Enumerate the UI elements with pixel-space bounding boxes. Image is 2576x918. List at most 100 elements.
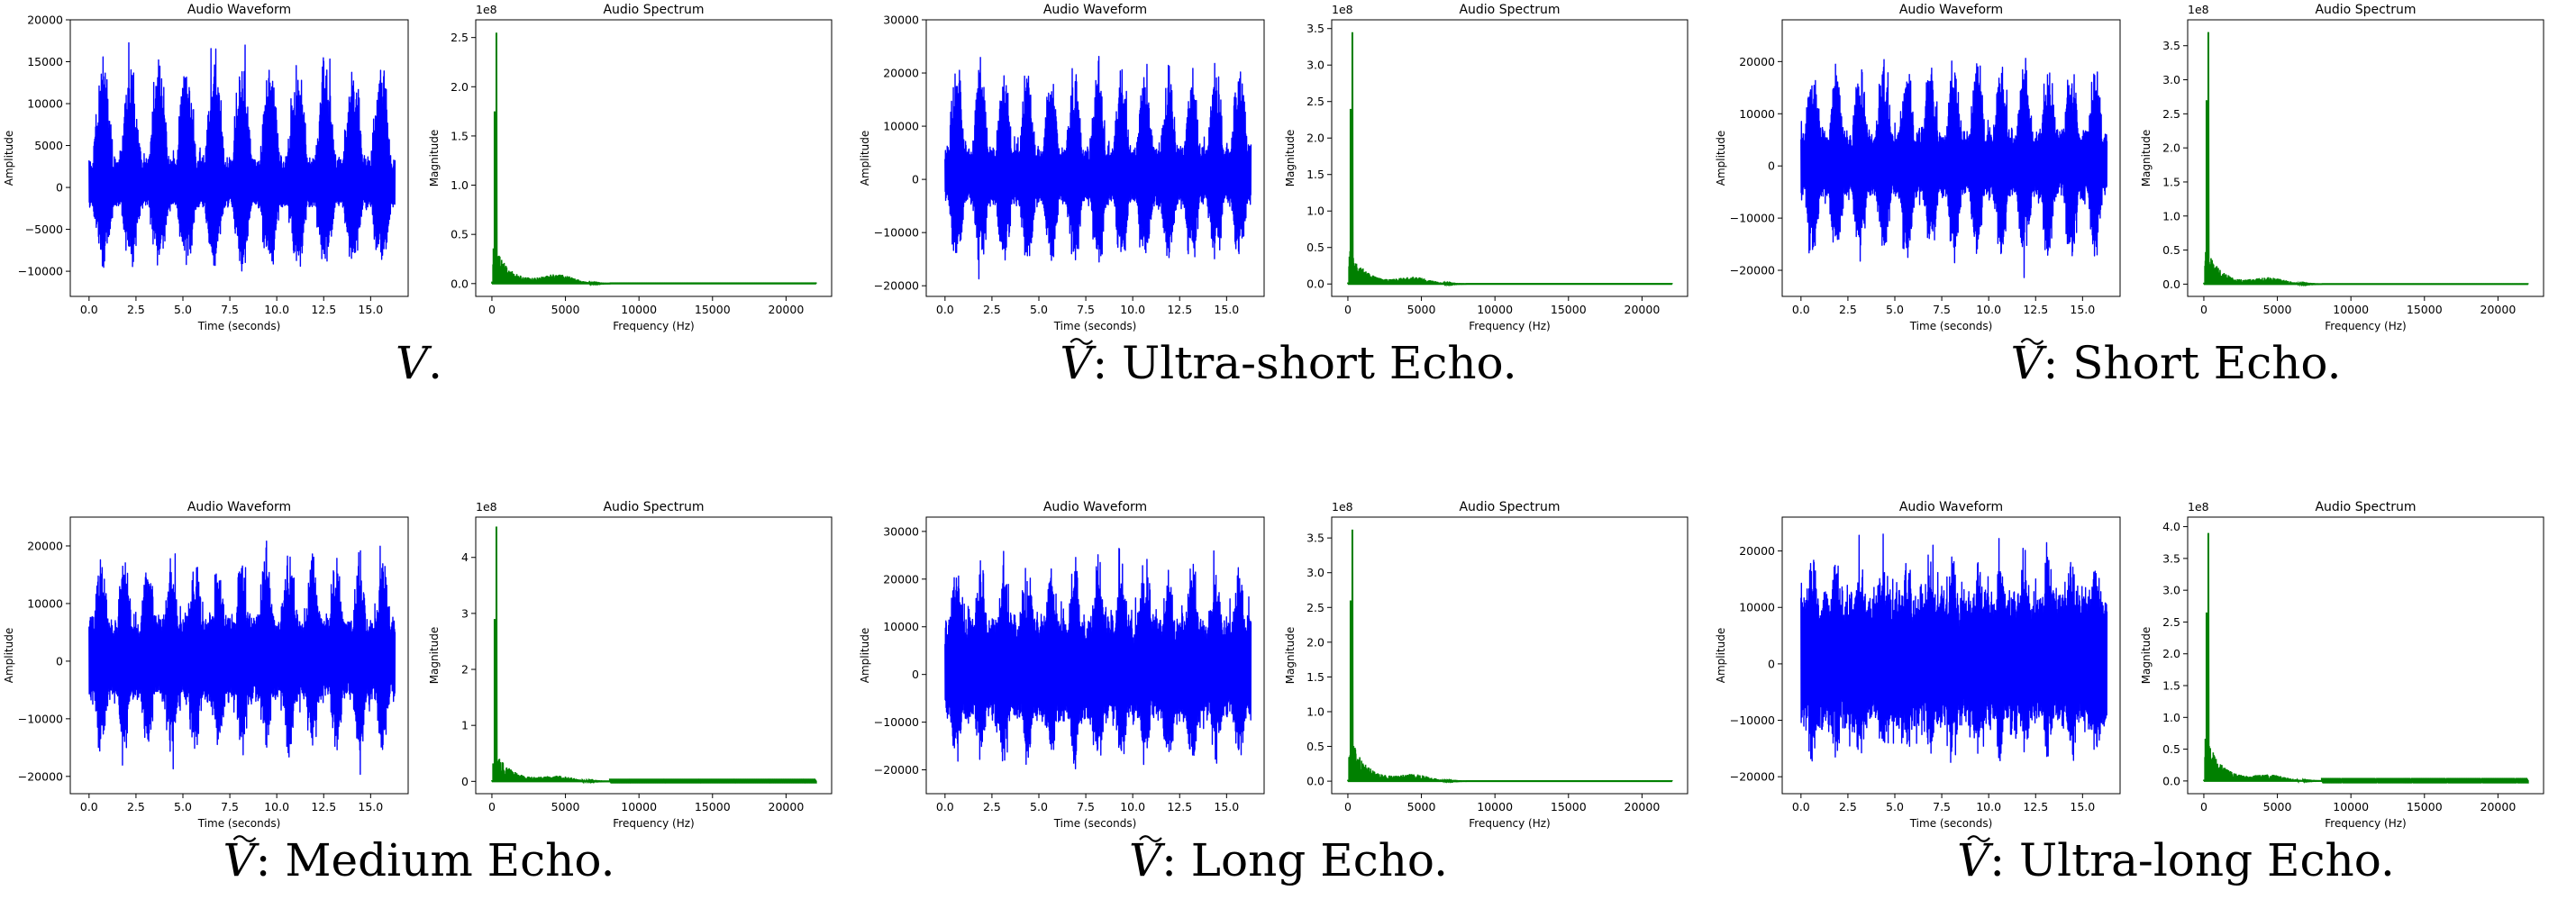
waveform-xtick-label: 7.5 [221,800,239,813]
spectrum-series-line [1347,32,1673,287]
waveform-xtick-label: 10.0 [264,303,289,316]
spectrum-ytick-label: 3.0 [2162,73,2180,86]
waveform-ylabel: Amplitude [1715,131,1727,186]
waveform-xtick-label: 15.0 [358,303,383,316]
caption-text: : Medium Echo. [256,834,615,886]
spectrum-xtick-label: 10000 [1477,800,1513,813]
waveform-ytick-label: 20000 [883,572,919,586]
spectrum-xtick-label: 5000 [2263,303,2292,316]
spectrum-xtick-label: 0 [1344,303,1352,316]
spectrum-title: Audio Spectrum [2315,3,2416,17]
spectrum-offset-label: 1e8 [2188,3,2209,16]
spectrum-ytick-label: 3.5 [2162,39,2180,52]
waveform-xlabel: Time (seconds) [1909,817,1993,830]
waveform-xlabel: Time (seconds) [1053,817,1137,830]
spectrum-xtick-label: 5000 [1407,800,1436,813]
waveform-xlabel: Time (seconds) [1909,320,1993,332]
spectrum-xtick-label: 0 [488,800,496,813]
spectrum-ytick-label: 2 [461,663,469,677]
spectrum-ytick-label: 2.5 [2162,615,2180,629]
waveform-ytick-label: 10000 [883,620,919,633]
waveform-axes-frame [69,516,409,795]
spectrum-xtick-label: 0 [1344,800,1352,813]
spectrum-title: Audio Spectrum [603,500,704,514]
spectrum-xtick-label: 5000 [2263,800,2292,813]
spectrum-title: Audio Spectrum [603,3,704,17]
caption-symbol: V [2010,337,2047,389]
spectrum-ytick-label: 3.5 [1306,22,1324,35]
waveform-series-line [1800,58,2108,278]
spectrum-xlabel: Frequency (Hz) [1469,817,1551,830]
spectrum-ytick-label: 0.0 [1306,775,1324,788]
panel-caption: V: Short Echo. [2010,337,2341,389]
waveform-title: Audio Waveform [187,500,291,514]
waveform-ytick-label: 5000 [34,139,63,152]
spectrum-ytick-label: 2.5 [1306,601,1324,614]
waveform-xtick-label: 12.5 [311,800,336,813]
caption-tilde [1070,338,1094,345]
spectrum-ytick-label: 1.0 [2162,209,2180,223]
waveform-axes-frame [1781,516,2121,795]
spectrum-xtick-label: 20000 [2480,800,2517,813]
spectrum-ytick-label: 2.0 [2162,647,2180,660]
spectrum-offset-label: 1e8 [476,500,497,514]
caption-text: . [428,337,442,389]
panel-caption: V: Medium Echo. [223,834,615,886]
spectrum-ytick-label: 1.5 [451,129,469,142]
waveform-axes-frame [69,19,409,297]
spectrum-ytick-label: 4.0 [2162,520,2180,533]
waveform-ytick-label: 10000 [27,97,63,111]
spectrum-ytick-label: 1.5 [2162,679,2180,693]
panel-caption: V: Ultra-short Echo. [1060,337,1516,389]
waveform-xtick-label: 15.0 [358,800,383,813]
spectrum-ytick-label: 0.5 [2162,742,2180,756]
waveform-ytick-label: −10000 [1730,212,1775,225]
spectrum-offset-label: 1e8 [1332,3,1353,16]
spectrum-ylabel: Magnitude [428,627,441,685]
spectrum-xtick-label: 10000 [1477,303,1513,316]
waveform-xtick-label: 2.5 [983,800,1001,813]
panel-caption: V: Ultra-long Echo. [1957,834,2395,886]
waveform-xtick-label: 0.0 [936,800,954,813]
spectrum-ytick-label: 2.0 [1306,132,1324,145]
waveform-ytick-label: −20000 [874,279,919,293]
waveform-title: Audio Waveform [1043,500,1147,514]
spectrum-ytick-label: 1.0 [2162,711,2180,724]
waveform-xtick-label: 2.5 [983,303,1001,316]
spectrum-ytick-label: 3.0 [2162,584,2180,597]
waveform-ytick-label: −10000 [18,712,63,725]
waveform-ytick-label: −20000 [1730,770,1775,784]
caption-text: : Ultra-short Echo. [1092,337,1516,389]
waveform-xtick-label: 2.5 [1839,303,1857,316]
spectrum-xlabel: Frequency (Hz) [1469,320,1551,332]
waveform-xtick-label: 7.5 [1933,800,1951,813]
waveform-title: Audio Waveform [1899,500,2003,514]
spectrum-xtick-label: 10000 [621,800,657,813]
spectrum-series-line [2203,532,2529,784]
spectrum-ytick-label: 4 [461,550,469,564]
waveform-ytick-label: 0 [56,654,63,668]
spectrum-xlabel: Frequency (Hz) [2325,320,2407,332]
spectrum-ytick-label: 1 [461,719,469,732]
spectrum-ylabel: Magnitude [2140,130,2153,187]
waveform-xlabel: Time (seconds) [197,320,281,332]
waveform-xlabel: Time (seconds) [197,817,281,830]
caption-symbol: V [1060,337,1097,389]
waveform-ylabel: Amplitude [3,628,15,684]
waveform-ytick-label: −20000 [874,763,919,777]
waveform-ytick-label: 0 [912,668,919,681]
waveform-ylabel: Amplitude [859,131,871,186]
waveform-ytick-label: 30000 [883,14,919,27]
waveform-ytick-label: 20000 [1739,55,1775,68]
spectrum-axes-frame [475,19,833,297]
waveform-axes-frame [925,516,1265,795]
waveform-xlabel: Time (seconds) [1053,320,1137,332]
waveform-ytick-label: −20000 [1730,264,1775,277]
waveform-xtick-label: 0.0 [1792,303,1810,316]
waveform-xtick-label: 7.5 [1933,303,1951,316]
spectrum-series-line [491,526,817,785]
caption-tilde [232,835,257,842]
waveform-ytick-label: −10000 [874,226,919,240]
spectrum-ytick-label: 3.0 [1306,566,1324,579]
